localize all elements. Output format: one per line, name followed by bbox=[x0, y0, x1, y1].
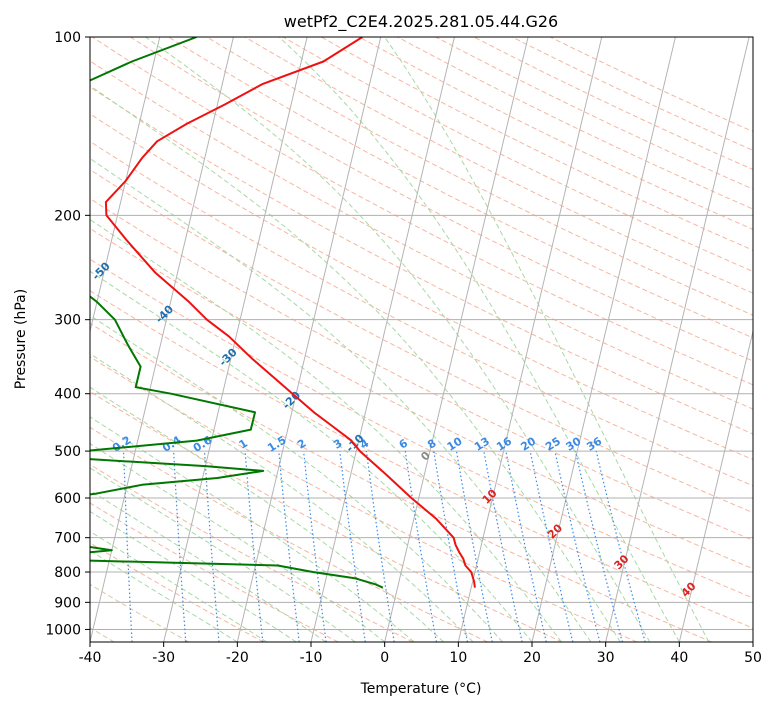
mixing-ratio-line bbox=[595, 450, 646, 642]
x-tick-label: 30 bbox=[597, 650, 615, 666]
y-tick-label: 200 bbox=[54, 208, 81, 224]
y-axis-label: Pressure (hPa) bbox=[13, 289, 29, 389]
moist-adiabat-line bbox=[90, 353, 474, 642]
moist-adiabat-line bbox=[145, 37, 651, 642]
dry-adiabat-line bbox=[90, 426, 488, 642]
moist-adiabat-line bbox=[90, 489, 326, 642]
moist-adiabat-line bbox=[90, 157, 592, 642]
moist-adiabat-line bbox=[90, 467, 356, 642]
y-tick-label: 600 bbox=[54, 491, 81, 507]
mixing-ratio-line bbox=[455, 450, 493, 642]
isotherm-line bbox=[236, 37, 382, 642]
moist-adiabat-line bbox=[90, 314, 503, 642]
moist-adiabat-line bbox=[90, 85, 621, 642]
isotherm-line bbox=[90, 37, 234, 642]
dry-adiabat-line bbox=[90, 390, 563, 642]
dry-adiabat-line bbox=[90, 290, 753, 629]
x-tick-label: -40 bbox=[79, 650, 102, 666]
mixing-ratio-line bbox=[203, 451, 220, 642]
mixing-ratio-line bbox=[244, 451, 264, 642]
y-axis: 100 200 300 400 500 600 700 800 900 1000 bbox=[45, 30, 90, 638]
x-tick-label: -20 bbox=[226, 650, 249, 666]
dewpoint-profile-line bbox=[90, 37, 384, 589]
dry-adiabat-line bbox=[90, 583, 190, 642]
y-tick-label: 1000 bbox=[45, 622, 81, 638]
moist-adiabat-line bbox=[90, 270, 533, 642]
mixing-ratio-line bbox=[529, 450, 574, 642]
y-tick-label: 800 bbox=[54, 565, 81, 581]
x-axis-label: Temperature (°C) bbox=[360, 681, 482, 697]
x-tick-label: 50 bbox=[744, 650, 762, 666]
temperature-profile-line bbox=[104, 37, 476, 588]
dry-adiabat-line bbox=[90, 502, 339, 642]
dry-adiabats bbox=[90, 37, 753, 642]
mixing-ratio-line bbox=[339, 451, 366, 642]
plot-frame bbox=[89, 36, 754, 643]
x-axis: -40 -30 -20 -10 0 10 20 30 40 50 bbox=[79, 642, 762, 666]
moist-adiabat-line bbox=[90, 416, 415, 642]
dry-adiabat-line bbox=[244, 37, 753, 294]
dry-adiabat-line bbox=[129, 37, 753, 362]
y-tick-label: 900 bbox=[54, 595, 81, 611]
isobars bbox=[90, 37, 753, 630]
mixing-ratio-line bbox=[574, 450, 623, 642]
dry-adiabat-line bbox=[90, 60, 753, 410]
isotherm-line bbox=[531, 37, 676, 642]
isotherms bbox=[90, 37, 753, 642]
isotherm-line bbox=[384, 37, 529, 642]
moist-adiabat-line bbox=[90, 218, 562, 642]
mixing-ratio-line bbox=[554, 450, 601, 642]
dry-adiabat-line bbox=[167, 37, 753, 339]
dry-adiabat-line bbox=[90, 169, 753, 514]
x-tick-label: -30 bbox=[152, 650, 175, 666]
x-tick-label: -10 bbox=[300, 650, 323, 666]
x-tick-label: 20 bbox=[523, 650, 541, 666]
y-tick-label: 300 bbox=[54, 313, 81, 329]
moist-adiabat-line bbox=[90, 386, 444, 642]
y-tick-label: 100 bbox=[54, 30, 81, 46]
chart-title: wetPf2_C2E4.2025.281.05.44.G26 bbox=[284, 12, 558, 32]
isotherm-line bbox=[678, 329, 753, 642]
isotherm-line bbox=[605, 37, 750, 642]
mixing-ratio-line bbox=[505, 450, 547, 642]
isotherm-line bbox=[163, 37, 308, 642]
moist-adiabats bbox=[90, 37, 710, 642]
mixing-ratio-line bbox=[483, 450, 523, 642]
dry-adiabat-line bbox=[90, 227, 753, 570]
moist-adiabat-line bbox=[384, 37, 710, 642]
x-tick-label: 10 bbox=[449, 650, 467, 666]
x-tick-label: 40 bbox=[670, 650, 688, 666]
isotherm-line bbox=[457, 37, 603, 642]
y-tick-label: 500 bbox=[54, 444, 81, 460]
y-tick-label: 400 bbox=[54, 387, 81, 403]
dry-adiabat-line bbox=[90, 258, 753, 599]
moist-adiabat-line bbox=[278, 37, 680, 642]
plot-area: 0.10.20.40.611.52346810131620253036-100-… bbox=[90, 37, 753, 642]
dry-adiabat-line bbox=[90, 86, 753, 435]
moist-adiabat-line bbox=[90, 443, 386, 642]
mixing-ratio-line bbox=[278, 451, 300, 642]
isotherm-line bbox=[90, 37, 161, 334]
dry-adiabat-line bbox=[90, 322, 712, 642]
sounding-series bbox=[90, 37, 476, 589]
y-tick-label: 700 bbox=[54, 531, 81, 547]
x-tick-label: 0 bbox=[380, 650, 389, 666]
mixing-ratio-line bbox=[365, 451, 395, 642]
isotherm-line bbox=[310, 37, 455, 642]
dry-adiabat-line bbox=[91, 37, 753, 386]
mixing-ratio-line bbox=[303, 451, 327, 642]
dry-adiabat-line bbox=[205, 37, 753, 316]
mixing-ratio-lines bbox=[123, 450, 646, 642]
dry-adiabat-line bbox=[90, 198, 753, 541]
